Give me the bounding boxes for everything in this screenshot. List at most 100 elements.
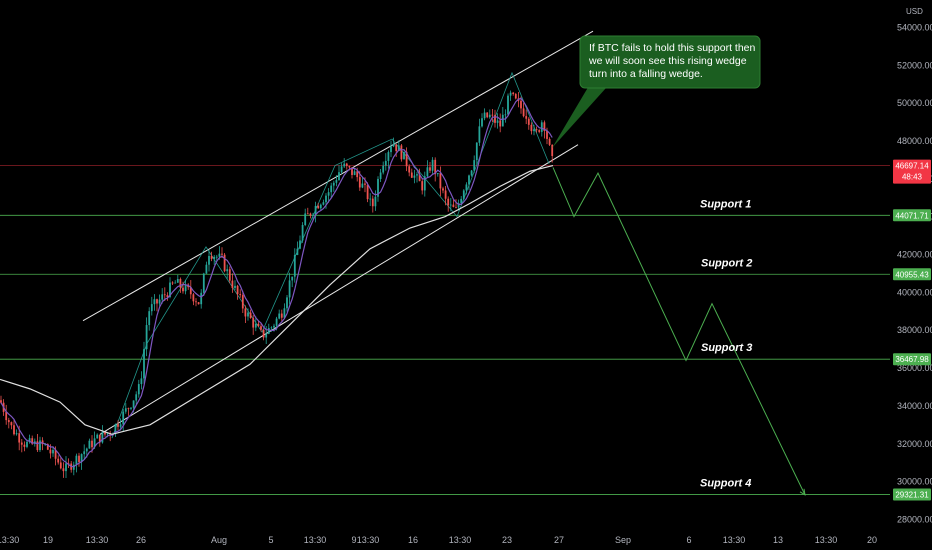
candle-body <box>49 449 52 454</box>
candle-body <box>221 253 223 255</box>
candle-body <box>410 172 413 178</box>
time-tick-label: 13:30 <box>357 535 380 545</box>
price-badge-text: 46697.14 <box>895 162 929 171</box>
candle-body <box>257 323 260 327</box>
time-tick-label: 13:30 <box>0 535 19 545</box>
candle-body <box>145 325 148 350</box>
candle-body <box>163 294 166 296</box>
candle-body <box>106 433 109 435</box>
moving-averages <box>0 97 554 468</box>
candle-body <box>374 196 377 207</box>
candle-body <box>314 205 317 215</box>
candle-body <box>205 264 208 274</box>
candle-body <box>52 449 54 454</box>
time-tick-label: 13:30 <box>86 535 109 545</box>
candle-body <box>176 279 179 283</box>
candle-body <box>275 318 278 326</box>
candle-body <box>200 292 203 305</box>
candle-body <box>403 151 405 160</box>
candle-body <box>416 174 418 176</box>
swing-zigzag <box>111 71 550 439</box>
candle-body <box>10 422 13 426</box>
time-tick-label: 6 <box>686 535 691 545</box>
candle-body <box>353 171 356 175</box>
candle-body <box>20 442 23 445</box>
candle-body <box>41 440 44 445</box>
candle-body <box>351 167 353 175</box>
price-badges: 46697.14 48:43 44071.71 40955.43 36467.98 293… <box>893 159 931 501</box>
candle-body <box>522 108 525 117</box>
callout-line-2: we will soon see this rising wedge <box>588 55 747 67</box>
time-axis[interactable]: 13:301913:3026Aug513:30913:301613:302327… <box>0 535 877 545</box>
callout-pointer <box>552 84 606 148</box>
time-tick-label: 13 <box>773 535 783 545</box>
candle-body <box>78 455 80 463</box>
candle-body <box>436 173 439 175</box>
candle-body <box>449 204 452 206</box>
price-tick-label: 30000.00 <box>897 477 932 487</box>
candle-body <box>447 198 450 206</box>
sma-line <box>0 164 554 435</box>
candle-body <box>46 444 49 450</box>
candle-body <box>169 282 171 298</box>
time-tick-label: 16 <box>408 535 418 545</box>
candle-body <box>101 431 104 443</box>
candle-body <box>135 394 138 401</box>
callout: If BTC fails to hold this support thenwe… <box>552 35 761 148</box>
time-tick-label: 5 <box>268 535 273 545</box>
candle-body <box>208 255 210 265</box>
candlesticks <box>0 90 554 478</box>
candle-body <box>488 114 491 118</box>
candle-body <box>473 160 476 171</box>
callout-box <box>579 35 761 89</box>
time-tick-label: 19 <box>43 535 53 545</box>
candle-body <box>504 114 507 116</box>
time-tick-label: 13:30 <box>304 535 327 545</box>
candle-body <box>338 172 340 181</box>
candle-body <box>114 424 117 434</box>
candle-body <box>309 213 312 216</box>
candle-body <box>57 458 60 463</box>
candle-body <box>104 431 106 435</box>
candle-body <box>23 444 26 447</box>
candle-body <box>478 126 481 143</box>
candle-body <box>231 280 234 288</box>
price-tick-label: 40000.00 <box>897 287 932 297</box>
candle-body <box>26 441 28 447</box>
candle-body <box>475 142 478 161</box>
candle-body <box>93 438 96 448</box>
candle-body <box>470 170 473 176</box>
price-tick-label: 32000.00 <box>897 439 932 449</box>
candle-body <box>192 294 195 302</box>
candle-body <box>236 285 239 295</box>
candle-body <box>213 256 216 259</box>
candle-body <box>249 312 252 319</box>
candle-body <box>455 207 457 208</box>
candle-body <box>371 198 374 207</box>
support-lines <box>0 214 890 495</box>
candle-body <box>0 400 2 403</box>
candle-body <box>241 295 244 309</box>
candle-body <box>158 299 161 304</box>
candle-body <box>496 120 499 123</box>
candle-body <box>286 297 288 309</box>
candle-body <box>137 384 140 395</box>
candle-body <box>335 180 338 183</box>
candle-body <box>345 163 348 166</box>
candle-body <box>124 408 127 412</box>
candle-body <box>96 434 99 439</box>
candle-body <box>457 203 460 208</box>
candle-body <box>299 240 301 249</box>
price-badge-text: 40955.43 <box>895 270 929 279</box>
candle-body <box>239 294 242 296</box>
candle-body <box>442 188 444 191</box>
time-tick-label: 9 <box>351 535 356 545</box>
candle-body <box>390 146 392 153</box>
candle-body <box>228 269 231 281</box>
price-axis[interactable]: USD54000.0052000.0050000.0048000.0046000… <box>897 7 932 524</box>
candle-body <box>130 407 132 409</box>
candle-body <box>366 184 369 200</box>
candle-body <box>260 326 262 330</box>
price-tick-label: 52000.00 <box>897 60 932 70</box>
